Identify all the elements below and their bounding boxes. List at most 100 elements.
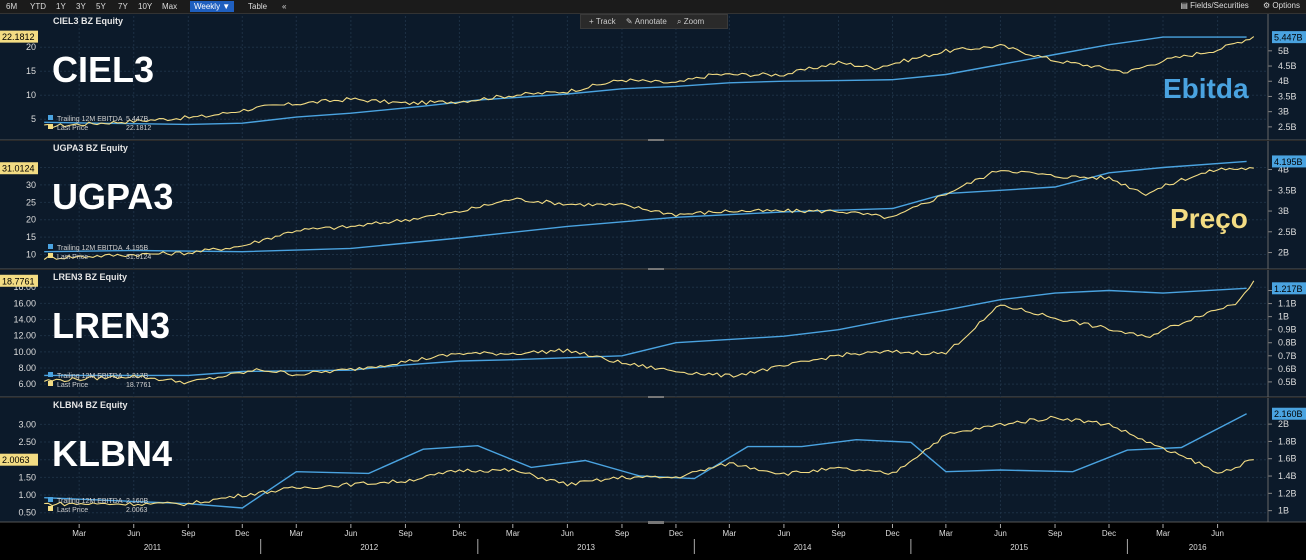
right-tick-label: 0.5B — [1278, 377, 1297, 387]
left-tick-label: 5 — [31, 114, 36, 124]
period-dropdown[interactable]: Weekly ▼ — [190, 1, 235, 12]
range-button-max[interactable]: Max — [162, 2, 178, 11]
right-tick-label: 1.8B — [1278, 436, 1297, 446]
right-value-flag-text: 2.160B — [1274, 409, 1303, 419]
x-axis-background — [0, 524, 1306, 560]
right-tick-label: 5B — [1278, 46, 1289, 56]
right-tick-label: 4B — [1278, 165, 1289, 175]
left-tick-label: 0.50 — [18, 508, 36, 518]
panel-klbn4: 0.501.001.502.002.503.001B1.2B1.4B1.6B1.… — [0, 398, 1306, 524]
panel-title: CIEL3 BZ Equity — [53, 16, 123, 26]
right-tick-label: 4.5B — [1278, 61, 1297, 71]
right-tick-label: 1.4B — [1278, 471, 1297, 481]
x-month-label: Dec — [452, 529, 466, 538]
collapse-button[interactable]: « — [282, 2, 287, 11]
panel-resize-handle[interactable] — [648, 268, 664, 271]
panel-resize-handle[interactable] — [648, 396, 664, 399]
price-line-klbn4 — [44, 415, 1254, 507]
left-tick-label: 15 — [26, 232, 36, 242]
table-button[interactable]: Table — [248, 2, 268, 11]
right-tick-label: 1.6B — [1278, 454, 1297, 464]
x-year-label: 2011 — [144, 543, 162, 552]
left-value-flag — [0, 453, 38, 466]
x-month-label: Jun — [344, 529, 357, 538]
zoom-label: Zoom — [683, 17, 705, 26]
right-value-flag — [1272, 282, 1306, 295]
legend-name: Last Price — [57, 254, 88, 261]
legend-name: Last Price — [57, 125, 88, 132]
annotate-label: Annotate — [634, 17, 667, 26]
legend-swatch — [48, 372, 53, 377]
legend-swatch — [48, 253, 53, 258]
x-month-label: Dec — [669, 529, 683, 538]
price-line-ciel3 — [44, 36, 1255, 129]
range-button-3y[interactable]: 3Y — [76, 2, 86, 11]
ebitda-line-ugpa3 — [44, 160, 1247, 253]
track-button[interactable]: + Track — [589, 17, 616, 26]
right-tick-label: 0.8B — [1278, 338, 1297, 348]
left-tick-label: 6.00 — [18, 379, 36, 389]
right-tick-label: 1.1B — [1278, 299, 1297, 309]
right-value-flag-text: 1.217B — [1274, 284, 1303, 294]
x-month-label: Mar — [506, 529, 520, 538]
options-button[interactable]: ⚙ Options — [1263, 1, 1300, 10]
fields-securities-button[interactable]: ▤ Fields/Securities — [1180, 1, 1249, 10]
x-month-label: Jun — [127, 529, 140, 538]
left-tick-label: 30 — [26, 180, 36, 190]
left-tick-label: 18.00 — [13, 282, 36, 292]
legend-name: Trailing 12M EBITDA — [57, 498, 123, 505]
left-value-flag — [0, 274, 38, 287]
legend-value: 4.195B — [126, 245, 149, 252]
right-tick-label: 0.9B — [1278, 325, 1297, 335]
left-tick-label: 1.00 — [18, 490, 36, 500]
x-month-label: Jun — [1211, 529, 1224, 538]
range-button-10y[interactable]: 10Y — [138, 2, 153, 11]
x-year-label: 2012 — [360, 543, 378, 552]
ebitda-line-ciel3 — [44, 36, 1247, 126]
chart-canvas[interactable]: 5 10 15 20 2.5B 3B 3.5B 4B 4.5B 5B CIEL3 BZ Equity… — [0, 14, 1306, 560]
range-button-1y[interactable]: 1Y — [56, 2, 66, 11]
legend-value: 31.0124 — [126, 254, 151, 261]
legend-name: Trailing 12M EBITDA — [57, 373, 123, 380]
right-tick-label: 2.5B — [1278, 227, 1297, 237]
ticker-label: KLBN4 — [52, 433, 172, 474]
left-value-flag — [0, 30, 38, 43]
annotate-button[interactable]: ✎ Annotate — [625, 17, 667, 26]
left-tick-label: 14.00 — [13, 315, 36, 325]
right-tick-label: 1B — [1278, 312, 1289, 322]
range-button-ytd[interactable]: YTD — [30, 2, 46, 11]
x-month-label: Dec — [235, 529, 249, 538]
ticker-label: LREN3 — [52, 305, 170, 346]
zoom-button[interactable]: ⌕ Zoom — [677, 17, 705, 26]
left-tick-label: 10 — [26, 90, 36, 100]
x-month-label: Dec — [1102, 529, 1116, 538]
x-month-label: Jun — [777, 529, 790, 538]
range-button-5y[interactable]: 5Y — [96, 2, 106, 11]
options-label: Options — [1272, 1, 1300, 10]
right-value-flag-text: 4.195B — [1274, 157, 1303, 167]
panel-resize-handle[interactable] — [648, 521, 664, 524]
left-tick-label: 25 — [26, 197, 36, 207]
x-month-label: Jun — [994, 529, 1007, 538]
x-month-label: Sep — [615, 529, 630, 538]
right-tick-label: 2.5B — [1278, 122, 1297, 132]
left-value-flag-text: 31.0124 — [2, 164, 35, 174]
right-value-flag-text: 5.447B — [1274, 33, 1303, 43]
fields-securities-label: Fields/Securities — [1190, 1, 1249, 10]
right-tick-label: 3.5B — [1278, 185, 1297, 195]
x-month-label: Mar — [722, 529, 736, 538]
right-tick-label: 1B — [1278, 506, 1289, 516]
left-value-flag — [0, 162, 38, 175]
x-year-label: 2013 — [577, 543, 595, 552]
left-tick-label: 15 — [26, 66, 36, 76]
x-month-label: Jun — [561, 529, 574, 538]
ticker-label: CIEL3 — [52, 49, 154, 90]
range-button-7y[interactable]: 7Y — [118, 2, 128, 11]
range-button-6m[interactable]: 6M — [6, 2, 18, 11]
ebitda-line-klbn4 — [44, 413, 1247, 509]
panel-resize-handle[interactable] — [648, 139, 664, 142]
panel-ciel3: 5 10 15 20 2.5B 3B 3.5B 4B 4.5B 5B CIEL3 BZ Equity… — [0, 14, 1306, 142]
preco-annotation: Preço — [1170, 203, 1248, 234]
left-tick-label: 10 — [26, 250, 36, 260]
x-year-label: 2014 — [794, 543, 812, 552]
